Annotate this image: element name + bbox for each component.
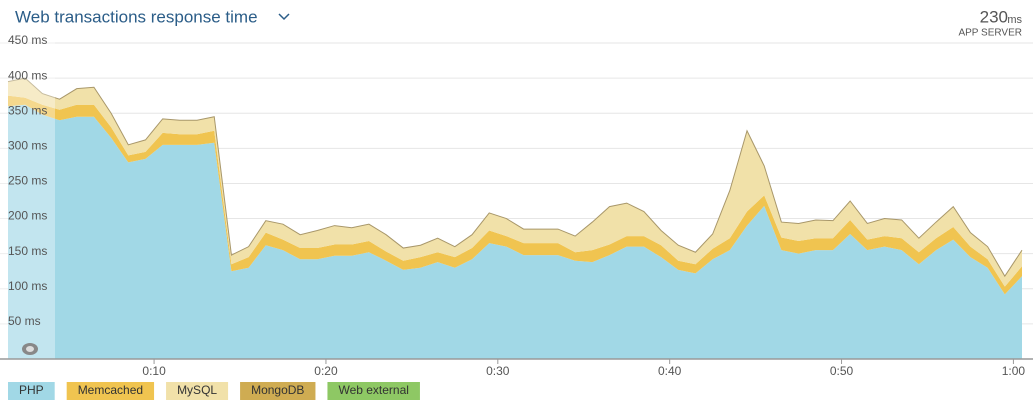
area [8,104,1022,359]
area [8,78,1022,287]
area-outline [7,77,1023,278]
legend-label: Web external [338,383,408,397]
x-tick-label: 0:40 [658,364,682,378]
y-tick-label: 200 ms [8,209,47,223]
y-tick-label: 450 ms [8,33,47,47]
eye-icon-pupil [26,346,34,352]
x-tick-label: 0:30 [486,364,510,378]
y-tick-label: 150 ms [8,244,47,258]
selection-highlight [0,40,55,359]
chart-title: Web transactions response time [15,7,258,26]
x-tick-label: 0:10 [142,364,166,378]
x-tick-label: 1:00 [1002,364,1026,378]
legend-swatch[interactable] [240,382,316,400]
areas [7,77,1023,359]
legend-label: MongoDB [251,383,304,397]
legend: PHP Memcached MySQL MongoDB Web external [8,382,420,400]
y-tick-label: 400 ms [8,68,47,82]
y-tick-label: 50 ms [8,314,41,328]
x-tick-label: 0:50 [830,364,854,378]
title-dropdown[interactable] [278,13,290,21]
legend-swatch[interactable] [8,382,55,400]
legend-label: MySQL [177,383,217,397]
legend-swatch[interactable] [166,382,229,400]
legend-label: Memcached [78,383,143,397]
y-tick-label: 300 ms [8,139,47,153]
legend-label: PHP [19,383,44,397]
server-label: APP SERVER [958,28,1022,39]
legend-swatch[interactable] [327,382,420,400]
y-tick-label: 100 ms [8,279,47,293]
area [8,95,1022,295]
y-tick-label: 250 ms [8,174,47,188]
axis: 50 ms 100 ms 150 ms 200 ms 250 ms 300 ms 350 m… [0,33,1033,378]
y-tick-label: 350 ms [8,103,47,117]
current-value: 230 [980,7,1008,26]
current-unit: ms [1007,14,1022,26]
x-tick-label: 0:20 [314,364,338,378]
legend-swatch[interactable] [66,382,155,400]
